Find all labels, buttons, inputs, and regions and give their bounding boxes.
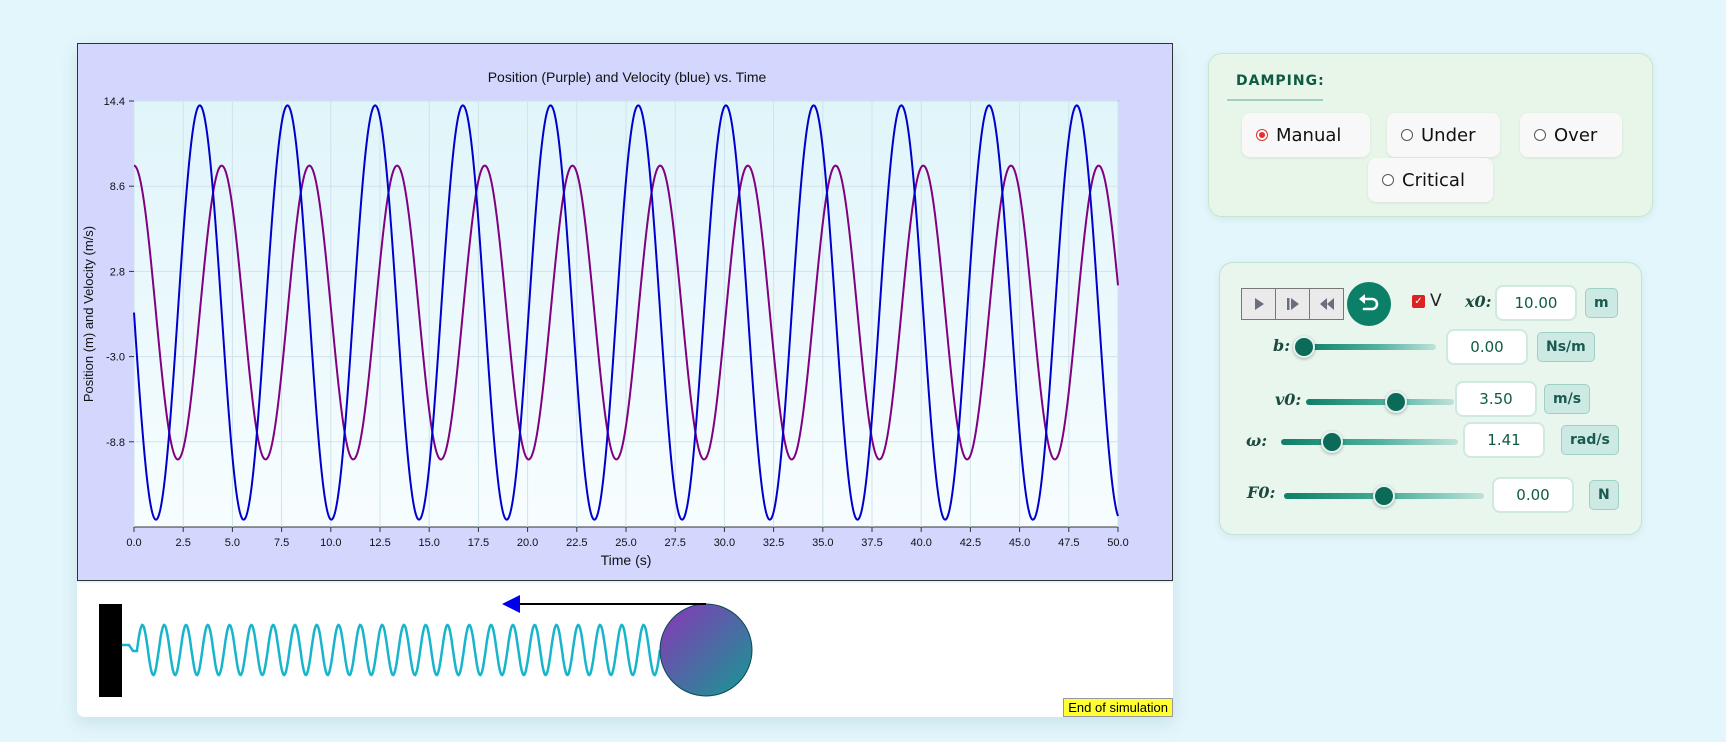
x-tick-label: 32.5 xyxy=(763,537,784,549)
reset-icon xyxy=(1359,294,1379,311)
v0-unit: m/s xyxy=(1544,384,1591,414)
f0-label: F0: xyxy=(1247,483,1276,502)
position-velocity-chart: Position (Purple) and Velocity (blue) vs… xyxy=(81,69,1129,568)
f0-input[interactable]: 0.00 xyxy=(1492,477,1574,513)
play-button[interactable] xyxy=(1241,288,1276,320)
series-position-line xyxy=(133,164,1119,461)
f0-slider-thumb[interactable] xyxy=(1373,485,1395,507)
chart-area: Position (Purple) and Velocity (blue) vs… xyxy=(77,43,1173,581)
x-tick-label: 50.0 xyxy=(1107,537,1128,549)
step-icon xyxy=(1286,298,1299,310)
y-tick-label: -8.8 xyxy=(106,437,125,449)
y-tick-label: 14.4 xyxy=(104,96,125,108)
b-slider-track[interactable] xyxy=(1304,344,1436,350)
damping-title: DAMPING: xyxy=(1236,73,1325,89)
f0-unit: N xyxy=(1589,480,1619,510)
x0-input[interactable]: 10.00 xyxy=(1495,285,1577,321)
x-tick-label: 25.0 xyxy=(615,537,636,549)
damping-option-label: Over xyxy=(1554,124,1598,146)
x-tick-label: 0.0 xyxy=(126,537,141,549)
wall xyxy=(99,604,122,697)
rewind-icon xyxy=(1319,298,1334,310)
y-axis: 14.4 8.6 2.8 -3.0 -8.8 xyxy=(104,96,134,449)
y-axis-label: Position (m) and Velocity (m/s) xyxy=(81,226,96,402)
reset-button[interactable] xyxy=(1347,282,1391,326)
series-velocity-line xyxy=(133,104,1119,521)
b-unit: Ns/m xyxy=(1537,332,1595,362)
b-slider-thumb[interactable] xyxy=(1293,336,1315,358)
x-axis-label: Time (s) xyxy=(601,552,652,568)
controls-card: ✓ V x0: 10.00 m b: 0.00 Ns/m v0: 3.50 m/… xyxy=(1219,262,1642,535)
y-tick-label: -3.0 xyxy=(106,352,125,364)
velocity-arrow-head xyxy=(502,595,520,613)
x-tick-label: 2.5 xyxy=(176,537,191,549)
radio-unchecked-icon[interactable] xyxy=(1382,174,1394,186)
play-icon xyxy=(1254,298,1264,310)
x0-label: x0: xyxy=(1465,292,1492,311)
radio-unchecked-icon[interactable] xyxy=(1534,129,1546,141)
x-tick-label: 15.0 xyxy=(418,537,439,549)
step-button[interactable] xyxy=(1275,288,1310,320)
x-tick-label: 35.0 xyxy=(812,537,833,549)
x-tick-label: 47.5 xyxy=(1058,537,1079,549)
mass-ball[interactable] xyxy=(659,603,753,697)
show-velocity-label: V xyxy=(1430,291,1442,311)
rewind-button[interactable] xyxy=(1309,288,1344,320)
x-axis: 0.0 2.5 5.0 7.5 10.0 12.5 15.0 17.5 20.0 22.5 25.0… xyxy=(126,527,1129,549)
damping-option-critical[interactable]: Critical xyxy=(1368,158,1493,202)
x-tick-label: 40.0 xyxy=(910,537,931,549)
damping-title-underline xyxy=(1227,99,1323,101)
x-tick-label: 7.5 xyxy=(274,537,289,549)
damping-card: DAMPING: Manual Under Over Critical xyxy=(1208,53,1653,217)
simulation-panel: Position (Purple) and Velocity (blue) vs… xyxy=(77,43,1173,717)
damping-option-label: Manual xyxy=(1276,124,1342,146)
damping-option-under[interactable]: Under xyxy=(1387,113,1500,157)
damping-option-over[interactable]: Over xyxy=(1520,113,1622,157)
y-tick-label: 2.8 xyxy=(110,266,125,278)
b-input[interactable]: 0.00 xyxy=(1446,329,1528,365)
end-of-simulation-label: End of simulation xyxy=(1063,698,1173,717)
damping-option-label: Critical xyxy=(1402,169,1465,191)
v0-label: v0: xyxy=(1275,390,1302,409)
x-tick-label: 42.5 xyxy=(960,537,981,549)
omega-label: ω: xyxy=(1246,431,1268,450)
spring xyxy=(122,623,662,677)
v0-slider-thumb[interactable] xyxy=(1385,391,1408,413)
x-tick-label: 17.5 xyxy=(468,537,489,549)
omega-input[interactable]: 1.41 xyxy=(1463,422,1545,458)
x-tick-label: 45.0 xyxy=(1009,537,1030,549)
omega-slider-thumb[interactable] xyxy=(1321,431,1344,453)
spring-animation: End of simulation xyxy=(77,583,1173,717)
x0-unit: m xyxy=(1585,288,1618,318)
x-tick-label: 12.5 xyxy=(369,537,390,549)
y-tick-label: 8.6 xyxy=(110,181,125,193)
x-tick-label: 27.5 xyxy=(664,537,685,549)
x-tick-label: 10.0 xyxy=(320,537,341,549)
damping-option-label: Under xyxy=(1421,124,1476,146)
x-tick-label: 22.5 xyxy=(566,537,587,549)
radio-checked-icon[interactable] xyxy=(1256,129,1268,141)
x-tick-label: 5.0 xyxy=(225,537,240,549)
x-tick-label: 37.5 xyxy=(861,537,882,549)
omega-unit: rad/s xyxy=(1561,425,1619,455)
v0-slider-track[interactable] xyxy=(1306,399,1454,405)
x-tick-label: 30.0 xyxy=(714,537,735,549)
b-label: b: xyxy=(1273,336,1291,355)
omega-slider-track[interactable] xyxy=(1281,439,1458,445)
v0-input[interactable]: 3.50 xyxy=(1455,381,1537,417)
radio-unchecked-icon[interactable] xyxy=(1401,129,1413,141)
x-tick-label: 20.0 xyxy=(517,537,538,549)
damping-option-manual[interactable]: Manual xyxy=(1242,113,1370,157)
chart-title: Position (Purple) and Velocity (blue) vs… xyxy=(488,69,767,85)
grid xyxy=(133,100,1119,527)
show-velocity-checkbox[interactable]: ✓ xyxy=(1412,295,1425,308)
